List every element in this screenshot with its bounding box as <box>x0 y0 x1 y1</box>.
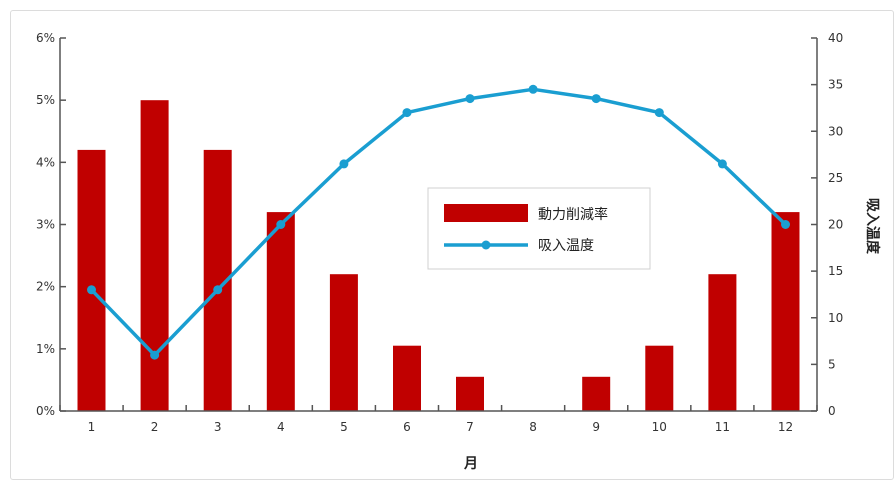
x-tick-label: 10 <box>652 420 667 434</box>
left-tick-label: 0% <box>36 404 55 418</box>
right-tick-label: 30 <box>828 124 843 138</box>
line-point-4 <box>276 220 286 229</box>
x-tick-label: 2 <box>151 420 159 434</box>
right-tick-label: 10 <box>828 311 843 325</box>
bar-11 <box>708 274 737 411</box>
x-tick-label: 5 <box>340 420 348 434</box>
bar-1 <box>77 149 106 411</box>
line-series <box>87 84 790 360</box>
bar-12 <box>771 212 800 411</box>
right-axis-label: 吸入温度 <box>864 198 881 255</box>
legend-box <box>427 187 651 270</box>
line-point-5 <box>339 159 349 169</box>
x-tick-label: 1 <box>88 420 96 434</box>
x-tick-label: 8 <box>529 420 537 434</box>
x-tick-label: 11 <box>715 420 730 434</box>
bar-4 <box>266 212 295 411</box>
legend-label-line: 吸入温度 <box>538 238 594 254</box>
line-point-11 <box>717 159 727 169</box>
legend-label-bar: 動力削減率 <box>538 206 608 223</box>
x-tick-label: 3 <box>214 420 222 434</box>
left-tick-label: 4% <box>36 155 55 169</box>
line-point-10 <box>654 108 664 118</box>
line-point-2 <box>150 350 160 360</box>
left-tick-label: 1% <box>36 342 55 356</box>
legend-bar-swatch <box>444 204 528 222</box>
legend-line-marker <box>481 240 491 250</box>
line-point-3 <box>213 285 223 295</box>
temperature-line <box>90 87 787 357</box>
legend: 動力削減率 吸入温度 <box>427 187 651 270</box>
axes <box>59 37 818 412</box>
right-tick-label: 0 <box>828 404 836 418</box>
x-tick-label: 4 <box>277 420 285 434</box>
line-point-12 <box>781 220 790 229</box>
left-tick-label: 5% <box>36 93 55 107</box>
left-tick-label: 3% <box>36 218 55 232</box>
bar-9 <box>582 376 611 411</box>
line-point-7 <box>465 94 475 104</box>
right-tick-label: 5 <box>828 357 836 371</box>
left-tick-label: 6% <box>36 31 55 45</box>
line-point-6 <box>402 108 412 118</box>
right-tick-label: 25 <box>828 171 843 185</box>
bar-2 <box>140 100 169 411</box>
line-point-9 <box>591 94 601 104</box>
x-tick-label: 6 <box>403 420 411 434</box>
x-tick-label: 12 <box>778 420 793 434</box>
x-axis-label: 月 <box>463 456 478 472</box>
bar-10 <box>645 345 674 411</box>
line-point-1 <box>87 285 96 295</box>
left-tick-label: 2% <box>36 280 55 294</box>
x-tick-label: 9 <box>592 420 600 434</box>
right-tick-label: 40 <box>828 31 843 45</box>
right-tick-label: 35 <box>828 78 843 92</box>
right-tick-label: 15 <box>828 264 843 278</box>
bar-6 <box>393 345 421 411</box>
bar-7 <box>456 376 484 411</box>
bar-5 <box>329 274 358 411</box>
right-tick-label: 20 <box>828 218 843 232</box>
line-point-8 <box>528 84 538 94</box>
x-tick-label: 7 <box>466 420 474 434</box>
